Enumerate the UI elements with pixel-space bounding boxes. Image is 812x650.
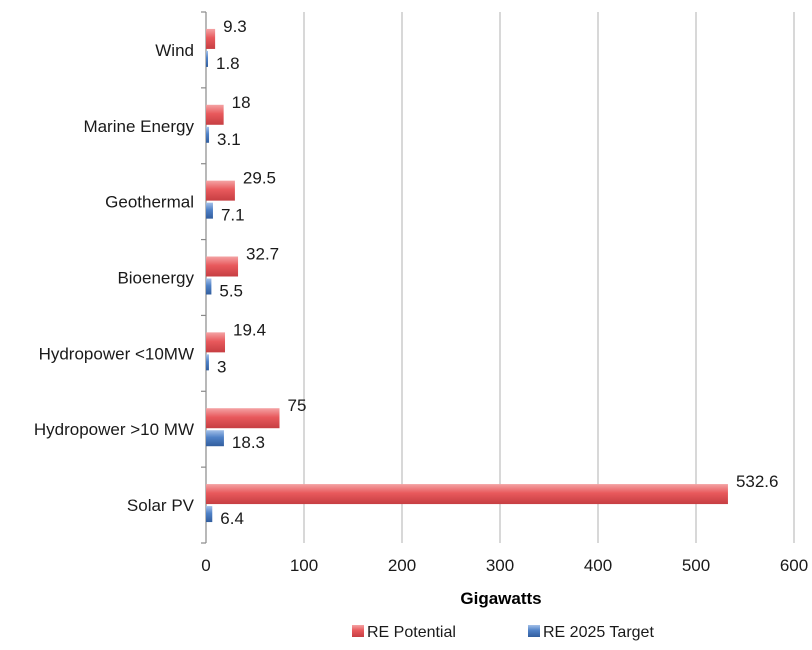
x-tick-label: 0 xyxy=(201,556,210,575)
data-label-re-2025-target: 7.1 xyxy=(221,206,245,225)
gridlines xyxy=(303,12,795,543)
bar-re-2025-target xyxy=(206,430,224,447)
x-tick-label: 200 xyxy=(388,556,416,575)
bar-re-potential xyxy=(206,332,226,353)
x-tick-label: 500 xyxy=(682,556,710,575)
data-label-re-potential: 9.3 xyxy=(223,17,247,36)
x-tick-label: 400 xyxy=(584,556,612,575)
data-label-re-2025-target: 5.5 xyxy=(219,282,243,301)
category-label: Geothermal xyxy=(105,193,194,212)
x-tick-label: 100 xyxy=(290,556,318,575)
bar-re-2025-target xyxy=(206,354,209,371)
data-label-re-potential: 532.6 xyxy=(736,472,779,491)
legend-label-re-2025-target: RE 2025 Target xyxy=(543,624,654,641)
tick-labels: 0 100 200 300 400 500 600 xyxy=(201,556,808,575)
bar-re-potential xyxy=(206,408,280,429)
category-label: Marine Energy xyxy=(83,117,194,136)
bar-re-potential xyxy=(206,28,216,49)
data-label-re-potential: 18 xyxy=(232,93,251,112)
data-label-re-2025-target: 1.8 xyxy=(216,54,240,73)
legend: RE Potential RE 2025 Target xyxy=(352,624,654,641)
axes xyxy=(201,11,207,544)
category-label: Solar PV xyxy=(127,496,195,515)
bar-re-2025-target xyxy=(206,202,213,219)
data-label-re-2025-target: 3 xyxy=(217,357,226,376)
data-label-re-2025-target: 18.3 xyxy=(232,433,265,452)
bar-re-2025-target xyxy=(206,506,213,523)
data-label-re-potential: 75 xyxy=(288,396,307,415)
bar-re-2025-target xyxy=(206,50,208,67)
category-label: Bioenergy xyxy=(117,269,194,288)
x-axis-title: Gigawatts xyxy=(460,589,541,608)
data-label-re-2025-target: 6.4 xyxy=(220,509,244,528)
bar-re-2025-target xyxy=(206,278,212,295)
bar-re-2025-target xyxy=(206,126,210,143)
data-labels: 9.3 1.8 18 3.1 29.5 7.1 32.75.5 19.4 3 75 18.3 532.… xyxy=(216,17,778,528)
x-tick-label: 600 xyxy=(780,556,808,575)
bar-re-potential xyxy=(206,484,728,505)
x-tick-label: 300 xyxy=(486,556,514,575)
data-label-re-potential: 32.7 xyxy=(246,245,279,264)
legend-swatch-re-potential xyxy=(352,625,364,637)
bar-re-potential xyxy=(206,256,239,277)
bar-re-potential xyxy=(206,104,224,125)
data-label-re-potential: 19.4 xyxy=(233,320,266,339)
legend-label-re-potential: RE Potential xyxy=(367,624,456,641)
bars xyxy=(206,28,728,523)
category-labels: Wind Marine Energy Geothermal Bioenergy Hydr… xyxy=(34,41,195,515)
legend-swatch-re-2025-target xyxy=(528,625,540,637)
data-label-re-2025-target: 3.1 xyxy=(217,130,241,149)
category-label: Hydropower <10MW xyxy=(39,344,194,363)
category-label: Hydropower >10 MW xyxy=(34,420,194,439)
data-label-re-potential: 29.5 xyxy=(243,169,276,188)
category-label: Wind xyxy=(155,41,194,60)
bar-re-potential xyxy=(206,180,235,201)
